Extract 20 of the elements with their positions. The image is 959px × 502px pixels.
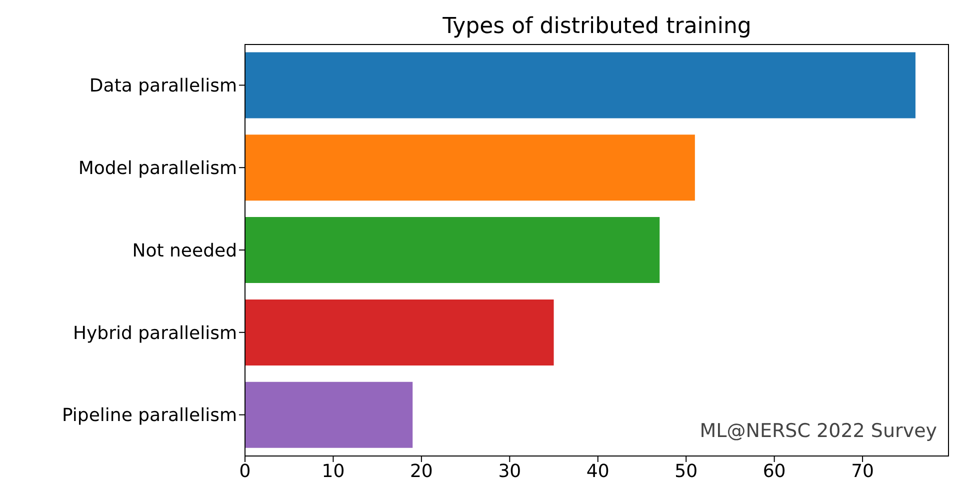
x-tick-label: 20	[410, 460, 433, 482]
x-tick-label: 0	[239, 460, 251, 482]
bar	[245, 382, 413, 448]
annotation: ML@NERSC 2022 Survey	[700, 420, 937, 442]
x-tick-label: 10	[322, 460, 345, 482]
y-tick-label: Model parallelism	[78, 158, 237, 179]
bar	[245, 299, 554, 366]
chart-title: Types of distributed training	[442, 14, 752, 39]
y-tick-label: Not needed	[132, 240, 237, 262]
bar	[245, 52, 916, 118]
x-tick-label: 50	[674, 460, 698, 482]
x-tick-label: 30	[498, 460, 522, 482]
y-tick-label: Pipeline parallelism	[62, 405, 237, 426]
x-tick-label: 60	[762, 460, 786, 482]
bar	[245, 217, 660, 284]
y-tick-label: Data parallelism	[89, 76, 237, 97]
x-tick-label: 40	[586, 460, 610, 482]
bar	[245, 134, 695, 201]
x-tick-label: 70	[851, 460, 874, 482]
y-tick-label: Hybrid parallelism	[72, 322, 237, 344]
